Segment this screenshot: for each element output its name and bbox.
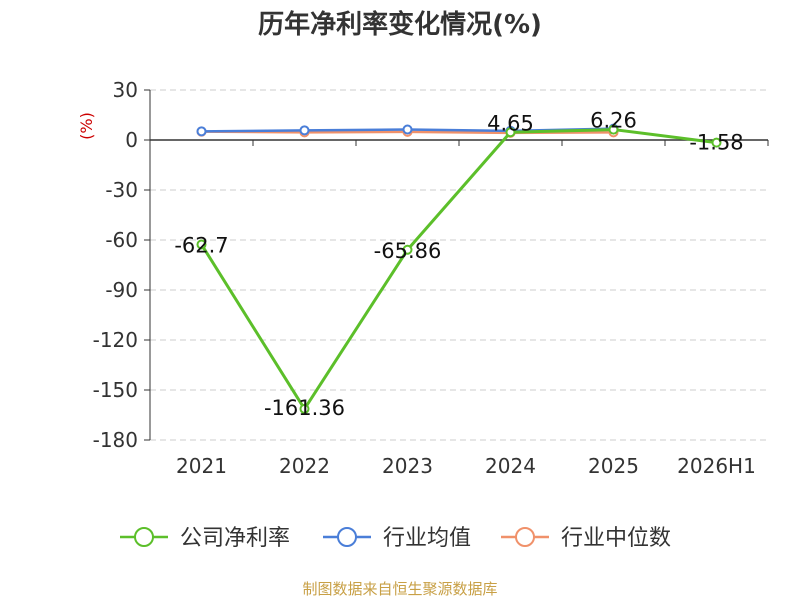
source-note: 制图数据来自恒生聚源数据库 — [302, 580, 498, 598]
x-tick-label: 2021 — [176, 454, 227, 478]
x-tick-label: 2025 — [588, 454, 639, 478]
data-label: 6.26 — [590, 109, 637, 133]
data-label: -1.58 — [689, 131, 743, 155]
data-label: 4.65 — [487, 111, 534, 135]
data-point — [196, 126, 207, 137]
data-labels: -62.7 -161.36 -65.86 4.65 6.26 -1.58 — [174, 109, 743, 420]
legend: 公司净利率 行业均值 行业中位数 — [120, 526, 671, 551]
legend-label: 公司净利率 — [180, 526, 290, 551]
y-tick-label: -90 — [105, 278, 138, 302]
x-tick-label: 2024 — [485, 454, 536, 478]
data-point — [711, 137, 722, 148]
y-tick-label: -60 — [105, 228, 138, 252]
data-point — [299, 125, 310, 136]
axes — [144, 89, 769, 441]
data-point — [402, 124, 413, 135]
x-tick-label: 2023 — [382, 454, 433, 478]
data-label: -62.7 — [174, 234, 228, 258]
y-tick-label: -180 — [93, 428, 138, 452]
data-point — [505, 127, 516, 138]
data-label: -65.86 — [374, 239, 442, 263]
y-tick-label: -120 — [93, 328, 138, 352]
legend-label: 行业均值 — [383, 526, 471, 551]
data-point — [196, 239, 207, 250]
y-tick-label: -30 — [105, 178, 138, 202]
x-tick-labels: 2021 2022 2023 2024 2025 2026H1 — [176, 454, 756, 478]
x-tick-label: 2026H1 — [677, 454, 756, 478]
y-tick-label: 0 — [125, 128, 138, 152]
y-tick-labels: 30 0 -30 -60 -90 -120 -150 -180 — [93, 78, 138, 452]
series-lines — [196, 123, 722, 414]
chart-title: 历年净利率变化情况(%) — [258, 10, 542, 40]
series-line — [200, 128, 717, 411]
y-axis-label: (%) — [77, 112, 96, 140]
data-point — [608, 124, 619, 135]
grid-lines — [150, 89, 768, 441]
y-tick-label: -150 — [93, 378, 138, 402]
y-tick-label: 30 — [113, 78, 138, 102]
x-tick-label: 2022 — [279, 454, 330, 478]
legend-marker — [134, 527, 154, 547]
legend-label: 行业中位数 — [561, 526, 671, 551]
legend-marker — [515, 527, 535, 547]
data-point — [402, 244, 413, 255]
data-point — [299, 403, 310, 414]
data-label: -161.36 — [264, 396, 345, 420]
legend-marker — [337, 527, 357, 547]
